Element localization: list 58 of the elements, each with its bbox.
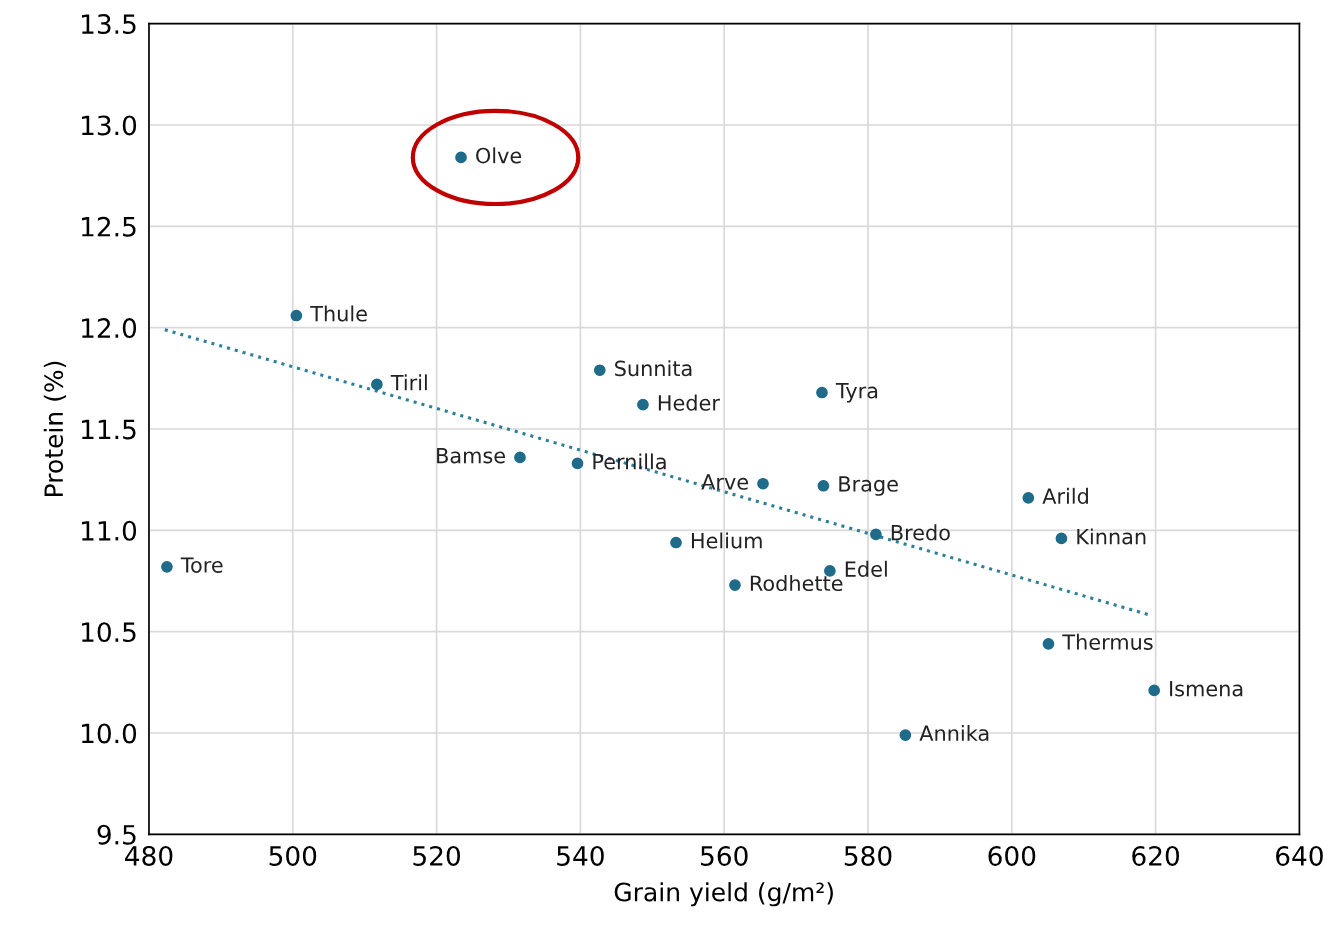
point <box>290 309 303 322</box>
y-tick-label: 11.5 <box>81 419 136 440</box>
x-tick-label: 620 <box>1132 845 1180 866</box>
y-tick-label: 12.0 <box>81 318 137 339</box>
point <box>514 451 526 464</box>
x-tick-label: 540 <box>557 845 604 866</box>
annotation: Annika <box>919 724 989 742</box>
point <box>899 729 912 741</box>
point <box>161 560 173 573</box>
annotation: Rodhette <box>750 574 843 592</box>
point <box>670 536 682 549</box>
annotation: Bredo <box>891 524 950 541</box>
annotation: Tore <box>180 557 223 573</box>
y-tick-label: 9.5 <box>97 824 136 845</box>
point <box>1022 492 1035 504</box>
x-tick-label: 500 <box>269 845 317 866</box>
x-tick-label: 580 <box>844 845 892 866</box>
annotation: Helium <box>691 532 762 549</box>
point <box>593 364 606 377</box>
annotation: Thermus <box>1062 633 1153 650</box>
y-tick-label: 13.5 <box>81 14 136 35</box>
point <box>455 151 467 164</box>
x-tick-label: 480 <box>125 845 173 866</box>
point <box>729 579 741 591</box>
point <box>870 528 882 541</box>
x-axis-title: Grain yield (g/m²) <box>614 882 833 907</box>
x-tick-label: 600 <box>988 845 1036 866</box>
point <box>817 479 830 492</box>
y-tick-label: 10.0 <box>81 723 137 744</box>
y-tick-label: 13.0 <box>81 115 137 136</box>
annotation: Heder <box>658 394 720 411</box>
annotation: Thule <box>310 305 367 322</box>
annotation: Ismena <box>1170 681 1243 697</box>
x-tick-label: 520 <box>413 845 460 866</box>
y-tick-label: 11.0 <box>81 520 137 541</box>
y-axis-title: Protein (%) <box>43 361 67 496</box>
annotation: Tyra <box>835 383 878 403</box>
x-tick-label: 640 <box>1276 845 1323 866</box>
annotation: Arve <box>701 474 749 490</box>
annotation: Bamse <box>437 447 505 464</box>
annotation: Olve <box>476 147 522 164</box>
point <box>571 457 584 470</box>
annotation: Sunnita <box>615 360 692 377</box>
point <box>637 398 649 411</box>
point <box>371 378 383 391</box>
x-tick-label: 560 <box>701 845 748 866</box>
annotation: Edel <box>845 560 887 577</box>
y-tick-label: 10.5 <box>81 622 136 643</box>
point <box>1055 532 1068 545</box>
point <box>1042 638 1055 650</box>
point <box>757 477 769 490</box>
point <box>1148 684 1161 697</box>
annotation: Arild <box>1042 487 1088 504</box>
point <box>816 386 828 399</box>
annotation: Brage <box>839 476 898 496</box>
annotation: Tiril <box>390 374 427 391</box>
y-tick-label: 12.5 <box>81 216 136 237</box>
annotation: Kinnan <box>1077 528 1146 545</box>
